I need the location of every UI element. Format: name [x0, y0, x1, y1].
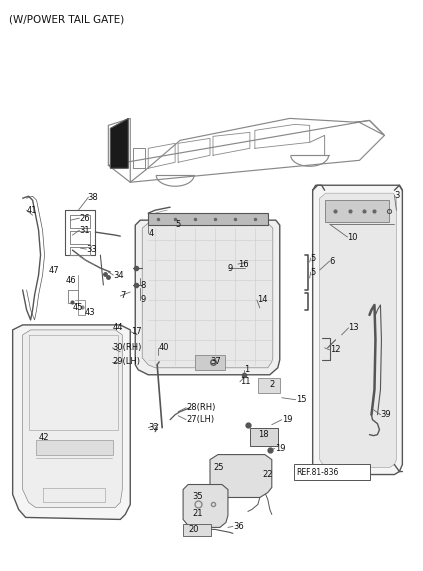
Text: 5: 5 [310, 254, 316, 263]
Text: 29(LH): 29(LH) [113, 357, 140, 367]
Text: 8: 8 [140, 280, 146, 289]
Text: 5: 5 [175, 220, 180, 228]
Text: 15: 15 [296, 395, 306, 404]
Text: 34: 34 [113, 271, 124, 280]
Text: 36: 36 [233, 522, 244, 531]
Text: 33: 33 [86, 244, 97, 254]
Bar [195, 355, 225, 370]
Text: 6: 6 [330, 256, 335, 266]
Text: 5: 5 [310, 268, 316, 276]
Text: 30(RH): 30(RH) [113, 343, 142, 352]
Polygon shape [110, 118, 128, 168]
Text: 40: 40 [158, 343, 169, 352]
Text: 2: 2 [270, 380, 275, 389]
Text: 26: 26 [80, 214, 90, 223]
Text: 3: 3 [394, 191, 400, 200]
Text: 45: 45 [72, 303, 83, 312]
Text: 9: 9 [228, 264, 233, 272]
Text: 18: 18 [258, 430, 269, 439]
Polygon shape [320, 193, 396, 468]
Bar [258, 378, 280, 393]
Text: 13: 13 [349, 323, 359, 332]
Polygon shape [142, 223, 273, 368]
Text: 19: 19 [275, 444, 285, 453]
Text: 28(RH): 28(RH) [186, 403, 215, 412]
Text: (W/POWER TAIL GATE): (W/POWER TAIL GATE) [8, 15, 124, 25]
Polygon shape [13, 325, 130, 520]
Text: 9: 9 [140, 295, 146, 304]
Text: 32: 32 [148, 423, 159, 432]
Polygon shape [313, 185, 402, 475]
Bar [324, 200, 390, 222]
Polygon shape [135, 220, 280, 375]
Text: 47: 47 [49, 266, 59, 275]
Text: 43: 43 [85, 308, 95, 317]
Text: 22: 22 [263, 470, 273, 479]
Text: REF.81-836: REF.81-836 [297, 468, 339, 477]
Text: 12: 12 [330, 345, 340, 355]
Text: 4: 4 [148, 228, 154, 238]
Text: 16: 16 [238, 260, 249, 268]
Text: 11: 11 [240, 377, 250, 386]
Text: 1: 1 [244, 365, 249, 375]
Text: 42: 42 [38, 433, 49, 442]
Bar [250, 428, 278, 445]
Text: 10: 10 [348, 232, 358, 242]
Text: 21: 21 [192, 509, 203, 518]
Bar [183, 524, 211, 536]
Text: 17: 17 [131, 327, 142, 336]
Text: 14: 14 [257, 295, 267, 304]
Bar [148, 213, 268, 225]
Polygon shape [22, 330, 122, 508]
Text: 38: 38 [88, 193, 98, 202]
Text: 44: 44 [113, 323, 123, 332]
Text: 20: 20 [188, 525, 198, 534]
Text: 39: 39 [380, 410, 391, 419]
Text: 37: 37 [210, 357, 221, 367]
Text: 35: 35 [192, 492, 203, 501]
Text: 27(LH): 27(LH) [186, 415, 214, 424]
Polygon shape [183, 485, 228, 528]
Text: 19: 19 [282, 415, 292, 424]
Text: 25: 25 [213, 463, 223, 472]
Text: 31: 31 [80, 226, 90, 235]
FancyBboxPatch shape [294, 464, 371, 480]
Polygon shape [210, 455, 272, 497]
Bar [36, 440, 113, 455]
Text: 7: 7 [120, 291, 126, 300]
Text: 46: 46 [66, 276, 76, 284]
Text: 41: 41 [27, 206, 37, 215]
